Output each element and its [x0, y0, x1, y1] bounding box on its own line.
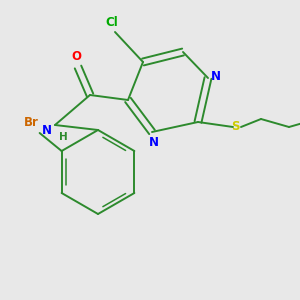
Text: N: N — [42, 124, 52, 136]
Text: N: N — [211, 70, 221, 83]
Text: N: N — [149, 136, 159, 148]
Text: H: H — [58, 132, 68, 142]
Text: O: O — [71, 50, 81, 64]
Text: Br: Br — [24, 116, 39, 130]
Text: S: S — [231, 121, 239, 134]
Text: Cl: Cl — [106, 16, 118, 28]
